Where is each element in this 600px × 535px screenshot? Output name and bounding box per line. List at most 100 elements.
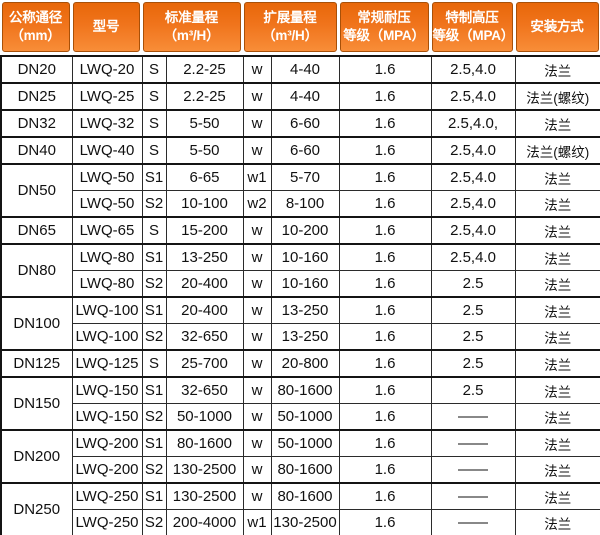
cell-extended-code: w [242,243,272,271]
cell-model: LWQ-50 [71,163,143,191]
cell-pressure-rating: 1.6 [338,349,432,378]
cell-nominal-diameter: DN125 [0,349,73,378]
header-high-pressure-rating: 特制高压 等级（MPA） [431,2,514,52]
cell-extended-range: 80-1600 [270,456,340,484]
cell-high-pressure-rating: 2.5 [430,349,516,378]
cell-model: LWQ-40 [71,136,143,165]
spec-table-body: DN20 LWQ-20 S 2.2-25 w 4-40 1.6 2.5,4.0 法兰 DN25 LW… [0,55,600,535]
cell-high-pressure-rating: 2.5,4.0 [430,163,516,191]
cell-high-pressure-rating: —— [430,482,516,510]
cell-pressure-rating: 1.6 [338,163,432,191]
table-row: DN32 LWQ-32 S 5-50 w 6-60 1.6 2.5,4.0, 法兰 [0,109,600,138]
cell-standard-code: S [141,82,167,111]
header-extended-range: 扩展量程 （m³/H） [243,2,337,52]
cell-pressure-rating: 1.6 [338,376,432,404]
cell-pressure-rating: 1.6 [338,82,432,111]
cell-extended-code: w [242,109,272,138]
cell-standard-code: S [141,349,167,378]
cell-standard-range: 32-650 [165,323,244,351]
header-pressure-rating: 常规耐压 等级（MPA） [339,2,429,52]
cell-model: LWQ-20 [71,55,143,84]
cell-model: LWQ-65 [71,216,143,245]
table-row: LWQ-50 S2 10-100 w2 8-100 1.6 2.5,4.0 法兰 [1,190,600,218]
cell-high-pressure-rating: 2.5 [430,376,516,404]
cell-extended-code: w [242,216,272,245]
cell-standard-code: S [141,136,167,165]
cell-extended-code: w1 [242,163,272,191]
cell-pressure-rating: 1.6 [338,55,432,84]
cell-standard-range: 5-50 [165,109,244,138]
cell-standard-code: S1 [141,163,167,191]
cell-high-pressure-rating: —— [430,456,516,484]
table-row: DN65 LWQ-65 S 15-200 w 10-200 1.6 2.5,4.0 法兰 [0,216,600,245]
cell-extended-range: 8-100 [270,190,340,218]
cell-extended-range: 6-60 [270,109,340,138]
cell-model: LWQ-80 [71,270,143,298]
cell-install-method: 法兰(螺纹) [514,82,600,111]
cell-extended-code: w2 [242,190,272,218]
cell-extended-range: 20-800 [270,349,340,378]
cell-standard-range: 20-400 [165,296,244,324]
cell-nominal-diameter: DN100 [0,296,73,351]
cell-model: LWQ-100 [71,323,143,351]
cell-standard-code: S1 [141,243,167,271]
cell-nominal-diameter: DN40 [0,136,73,165]
table-row: DN150 LWQ-150 S1 32-650 w 80-1600 1.6 2.5 法兰 [0,376,600,431]
cell-extended-code: w [242,55,272,84]
cell-nominal-diameter: DN250 [0,482,73,535]
cell-standard-range: 6-65 [165,163,244,191]
cell-pressure-rating: 1.6 [338,456,432,484]
cell-standard-code: S [141,109,167,138]
table-row: LWQ-250 S2 200-4000 w1 130-2500 1.6 —— 法兰 [1,509,600,535]
cell-pressure-rating: 1.6 [338,403,432,431]
cell-high-pressure-rating: 2.5,4.0 [430,243,516,271]
cell-pressure-rating: 1.6 [338,270,432,298]
cell-nominal-diameter: DN65 [0,216,73,245]
cell-model: LWQ-200 [71,429,143,457]
cell-standard-range: 200-4000 [165,509,244,535]
cell-extended-range: 130-2500 [270,509,340,535]
cell-high-pressure-rating: —— [430,403,516,431]
cell-install-method: 法兰 [514,270,600,298]
cell-standard-code: S1 [141,376,167,404]
cell-extended-code: w [242,323,272,351]
cell-install-method: 法兰 [514,403,600,431]
cell-high-pressure-rating: 2.5,4.0, [430,109,516,138]
cell-high-pressure-rating: 2.5,4.0 [430,190,516,218]
cell-standard-range: 25-700 [165,349,244,378]
cell-nominal-diameter: DN25 [0,82,73,111]
cell-extended-range: 5-70 [270,163,340,191]
cell-standard-range: 130-2500 [165,456,244,484]
cell-standard-range: 15-200 [165,216,244,245]
cell-high-pressure-rating: 2.5 [430,323,516,351]
cell-standard-code: S1 [141,296,167,324]
cell-pressure-rating: 1.6 [338,136,432,165]
cell-standard-range: 2.2-25 [165,82,244,111]
cell-standard-range: 13-250 [165,243,244,271]
cell-pressure-rating: 1.6 [338,509,432,535]
cell-standard-range: 5-50 [165,136,244,165]
cell-model: LWQ-150 [71,376,143,404]
cell-standard-code: S1 [141,429,167,457]
cell-standard-code: S2 [141,456,167,484]
cell-standard-range: 50-1000 [165,403,244,431]
cell-install-method: 法兰 [514,190,600,218]
cell-model: LWQ-80 [71,243,143,271]
cell-pressure-rating: 1.6 [338,190,432,218]
cell-extended-range: 10-160 [270,243,340,271]
cell-pressure-rating: 1.6 [338,243,432,271]
table-row: DN250 LWQ-250 S1 130-2500 w 80-1600 1.6 —— 法兰 [0,482,600,535]
cell-model: LWQ-250 [71,482,143,510]
cell-nominal-diameter: DN200 [0,429,73,484]
cell-install-method: 法兰 [514,216,600,245]
table-row: DN50 LWQ-50 S1 6-65 w1 5-70 1.6 2.5,4.0 法兰 [0,163,600,218]
table-row: DN25 LWQ-25 S 2.2-25 w 4-40 1.6 2.5,4.0 法兰(螺纹) [0,82,600,111]
cell-extended-range: 50-1000 [270,403,340,431]
cell-extended-code: w [242,136,272,165]
cell-install-method: 法兰 [514,323,600,351]
cell-model: LWQ-25 [71,82,143,111]
table-row: LWQ-200 S2 130-2500 w 80-1600 1.6 —— 法兰 [1,456,600,484]
cell-pressure-rating: 1.6 [338,216,432,245]
cell-high-pressure-rating: 2.5,4.0 [430,136,516,165]
